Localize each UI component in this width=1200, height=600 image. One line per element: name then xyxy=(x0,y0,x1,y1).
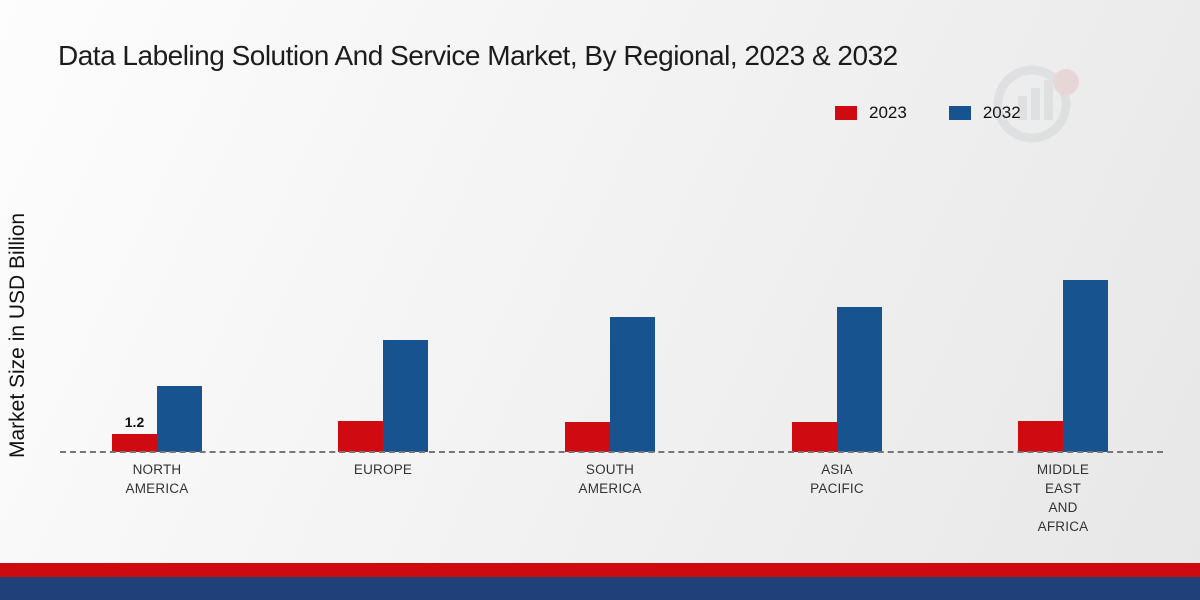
legend: 2023 2032 xyxy=(835,103,1021,123)
bar-2023-group4 xyxy=(1018,420,1063,452)
x-axis-baseline xyxy=(60,451,1163,453)
x-axis-label-line: NORTH xyxy=(132,462,182,477)
x-axis-label-line: SOUTH xyxy=(585,462,635,477)
bar-2023-group1 xyxy=(338,420,383,452)
x-axis-label: ASIA PACIFIC xyxy=(777,460,897,498)
legend-swatch xyxy=(948,106,971,120)
x-axis-label: SOUTH AMERICA xyxy=(550,460,670,498)
x-axis-label: EUROPE xyxy=(323,460,443,479)
bar-2023-group3 xyxy=(792,422,837,452)
legend-item-2023: 2023 xyxy=(835,103,907,123)
legend-swatch xyxy=(835,106,857,120)
x-axis-label-line: PACIFIC xyxy=(810,481,864,496)
x-axis-label-line: AND xyxy=(1048,500,1078,515)
bar-2032-group1 xyxy=(383,339,428,452)
watermark-logo xyxy=(993,65,1079,143)
legend-label: 2032 xyxy=(982,103,1021,122)
bar-2032-group4 xyxy=(1063,279,1108,452)
legend-item-2032: 2032 xyxy=(948,103,1021,123)
bar-2023-group0 xyxy=(112,434,157,452)
bar-2032-group0 xyxy=(157,386,202,452)
x-axis-label: MIDDLE EAST AND AFRICA xyxy=(1003,460,1123,536)
x-axis-label-line: MIDDLE xyxy=(1036,462,1090,477)
x-axis-label-line: ASIA xyxy=(821,462,853,477)
x-axis-label-line: EUROPE xyxy=(353,462,413,477)
x-axis-label-line: EAST xyxy=(1044,481,1082,496)
bar-2023-group2 xyxy=(565,422,610,452)
plot-area: 1.2 xyxy=(112,279,1108,452)
x-axis-label-line: AFRICA xyxy=(1037,519,1089,534)
x-axis-label-line: AMERICA xyxy=(578,481,642,496)
chart-title: Data Labeling Solution And Service Marke… xyxy=(58,40,898,71)
footer-red-band xyxy=(0,563,1200,577)
legend-label: 2023 xyxy=(869,103,907,122)
x-axis-label: NORTH AMERICA xyxy=(97,460,217,498)
bar-2032-group3 xyxy=(837,306,882,452)
bar-2032-group2 xyxy=(610,317,655,452)
footer-navy-band xyxy=(0,577,1200,600)
x-axis-label-line: AMERICA xyxy=(125,481,189,496)
bar-value-label: 1.2 xyxy=(124,414,145,430)
